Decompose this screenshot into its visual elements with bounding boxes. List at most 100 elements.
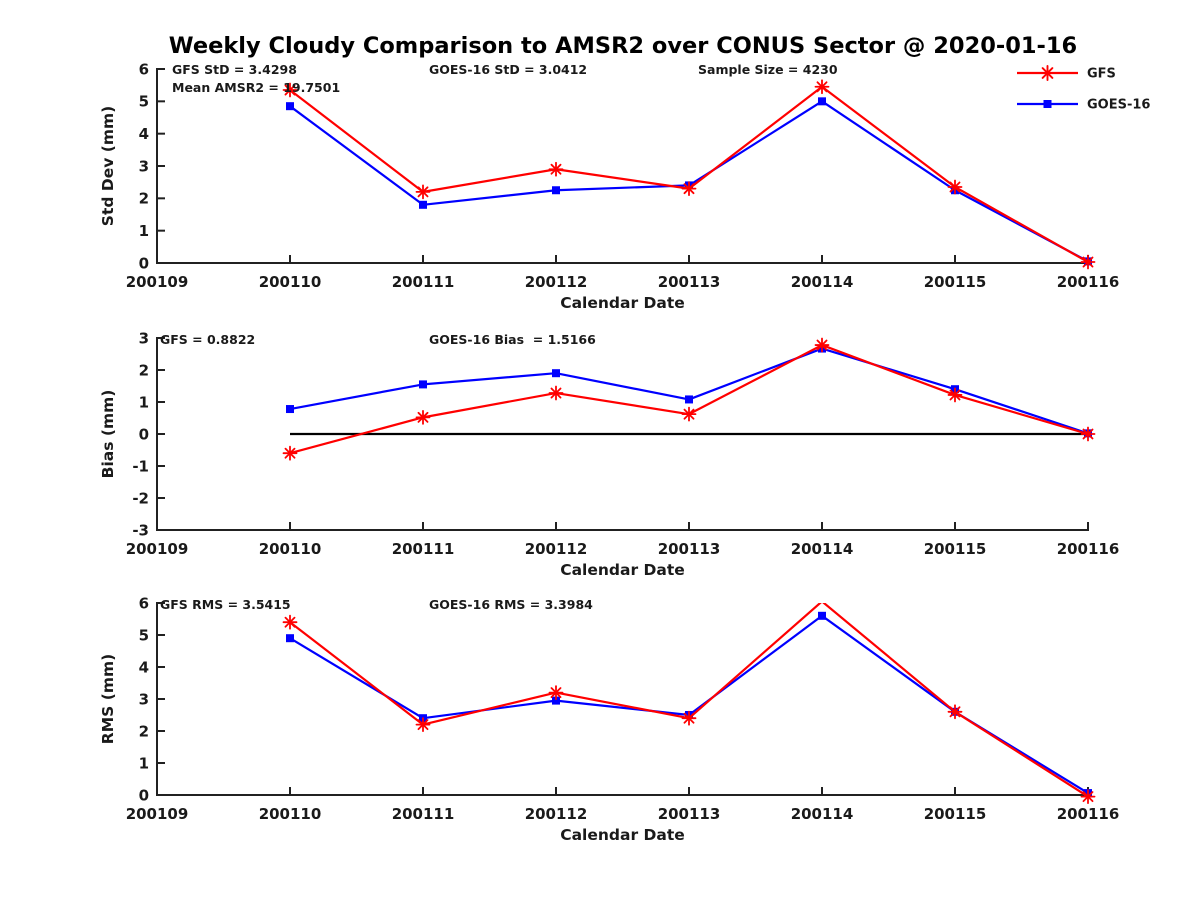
svg-text:2: 2: [139, 190, 149, 208]
svg-text:6: 6: [139, 60, 149, 78]
stat-annotations: GFS StD = 3.4298 Mean AMSR2 = 19.7501 GOES…: [172, 62, 838, 95]
asterisk-marker: [415, 184, 431, 200]
svg-text:200114: 200114: [791, 273, 854, 291]
svg-text:200116: 200116: [1057, 273, 1120, 291]
svg-text:200109: 200109: [126, 805, 189, 823]
series-gfs: [282, 603, 1096, 804]
stat-annotations: GFS RMS = 3.5415 GOES-16 RMS = 3.3984: [160, 597, 593, 612]
y-axis-label: Std Dev (mm): [99, 106, 117, 226]
svg-text:4: 4: [139, 125, 149, 143]
series-goes-16: [286, 611, 1092, 798]
series-gfs: [282, 337, 1096, 461]
svg-text:4: 4: [139, 658, 149, 676]
svg-text:200110: 200110: [259, 805, 322, 823]
asterisk-marker: [1080, 426, 1096, 442]
subplot-bias: -3 -2 -1 0 1 2 3 200109 200110 200111 200112 200113…: [99, 329, 1119, 579]
svg-text:GOES-16 StD = 3.0412: GOES-16 StD = 3.0412: [429, 62, 587, 77]
gfs-markers: [282, 79, 1096, 270]
svg-text:200112: 200112: [525, 273, 588, 291]
stat-annotations: GFS = 0.8822 GOES-16 Bias = 1.5166: [160, 332, 596, 347]
asterisk-marker: [681, 710, 697, 726]
svg-text:-1: -1: [132, 457, 149, 475]
y-ticks: -3 -2 -1 0 1 2 3: [132, 329, 165, 539]
x-axis-label: Calendar Date: [560, 294, 685, 312]
svg-text:200114: 200114: [791, 540, 854, 558]
svg-text:1: 1: [139, 754, 149, 772]
asterisk-marker: [1080, 789, 1096, 804]
svg-text:GOES-16 RMS = 3.3984: GOES-16 RMS = 3.3984: [429, 597, 593, 612]
goes-16-markers: [286, 611, 1092, 798]
svg-text:2: 2: [139, 361, 149, 379]
asterisk-marker: [282, 82, 298, 98]
series-gfs: [282, 79, 1096, 270]
svg-text:GFS RMS = 3.5415: GFS RMS = 3.5415: [160, 597, 291, 612]
square-marker: [1043, 100, 1052, 108]
y-axis-label: Bias (mm): [99, 390, 117, 479]
square-marker: [286, 405, 294, 414]
svg-text:Weekly Cloudy Comparison to AM: Weekly Cloudy Comparison to AMSR2 over C…: [169, 33, 1077, 59]
svg-text:-3: -3: [132, 521, 149, 539]
svg-text:6: 6: [139, 594, 149, 612]
asterisk-marker: [282, 445, 298, 461]
asterisk-marker: [947, 387, 963, 403]
svg-text:200109: 200109: [126, 273, 189, 291]
svg-text:200113: 200113: [658, 805, 721, 823]
asterisk-marker: [814, 337, 830, 353]
svg-text:Sample Size = 4230: Sample Size = 4230: [698, 62, 838, 77]
asterisk-marker: [548, 685, 564, 700]
svg-text:5: 5: [139, 626, 149, 644]
x-ticks: 200109 200110 200111 200112 200113 200114 2001…: [126, 255, 1120, 291]
svg-text:200112: 200112: [525, 805, 588, 823]
asterisk-marker: [282, 614, 298, 630]
svg-text:200112: 200112: [525, 540, 588, 558]
svg-text:200110: 200110: [259, 273, 322, 291]
y-axis-label: RMS (mm): [99, 654, 117, 744]
asterisk-marker: [415, 409, 431, 425]
svg-text:Mean AMSR2 = 19.7501: Mean AMSR2 = 19.7501: [172, 80, 340, 95]
legend: GFS GOES-16: [1017, 65, 1150, 113]
series-goes-16: [286, 344, 1092, 438]
asterisk-marker: [1039, 65, 1056, 81]
legend-entry-gfs: GFS: [1017, 65, 1116, 82]
svg-text:1: 1: [139, 393, 149, 411]
svg-text:3: 3: [139, 329, 149, 347]
gfs-markers: [282, 337, 1096, 461]
svg-text:0: 0: [139, 254, 149, 272]
gfs-markers: [282, 614, 1096, 804]
svg-text:GOES-16: GOES-16: [1087, 98, 1150, 113]
y-ticks: 0 1 2 3 4 5 6: [139, 60, 165, 272]
asterisk-marker: [415, 717, 431, 732]
asterisk-marker: [947, 179, 963, 195]
svg-text:200115: 200115: [924, 540, 987, 558]
square-marker: [419, 380, 427, 389]
x-ticks: 200109 200110 200111 200112 200113 200114 2001…: [126, 522, 1120, 558]
square-marker: [552, 186, 560, 195]
svg-text:3: 3: [139, 157, 149, 175]
x-axis-label: Calendar Date: [560, 826, 685, 844]
asterisk-marker: [548, 161, 564, 177]
square-marker: [818, 97, 826, 106]
svg-text:3: 3: [139, 690, 149, 708]
svg-text:200116: 200116: [1057, 540, 1120, 558]
square-marker: [419, 200, 427, 209]
square-marker: [685, 395, 693, 404]
square-marker: [818, 611, 826, 620]
x-ticks: 200109 200110 200111 200112 200113 200114 2001…: [126, 787, 1119, 823]
svg-text:5: 5: [139, 93, 149, 111]
goes-16-markers: [286, 344, 1092, 438]
asterisk-marker: [947, 704, 963, 720]
svg-text:200110: 200110: [259, 540, 322, 558]
figure-title: Weekly Cloudy Comparison to AMSR2 over C…: [169, 33, 1077, 59]
square-marker: [286, 102, 294, 111]
svg-text:200111: 200111: [392, 540, 455, 558]
svg-text:200111: 200111: [392, 805, 455, 823]
y-ticks: 0 1 2 3 4 5 6: [139, 594, 165, 804]
svg-text:200114: 200114: [791, 805, 854, 823]
svg-text:-2: -2: [132, 489, 149, 507]
svg-text:GFS StD = 3.4298: GFS StD = 3.4298: [172, 62, 297, 77]
svg-text:GFS: GFS: [1087, 67, 1116, 82]
svg-text:200115: 200115: [924, 273, 987, 291]
